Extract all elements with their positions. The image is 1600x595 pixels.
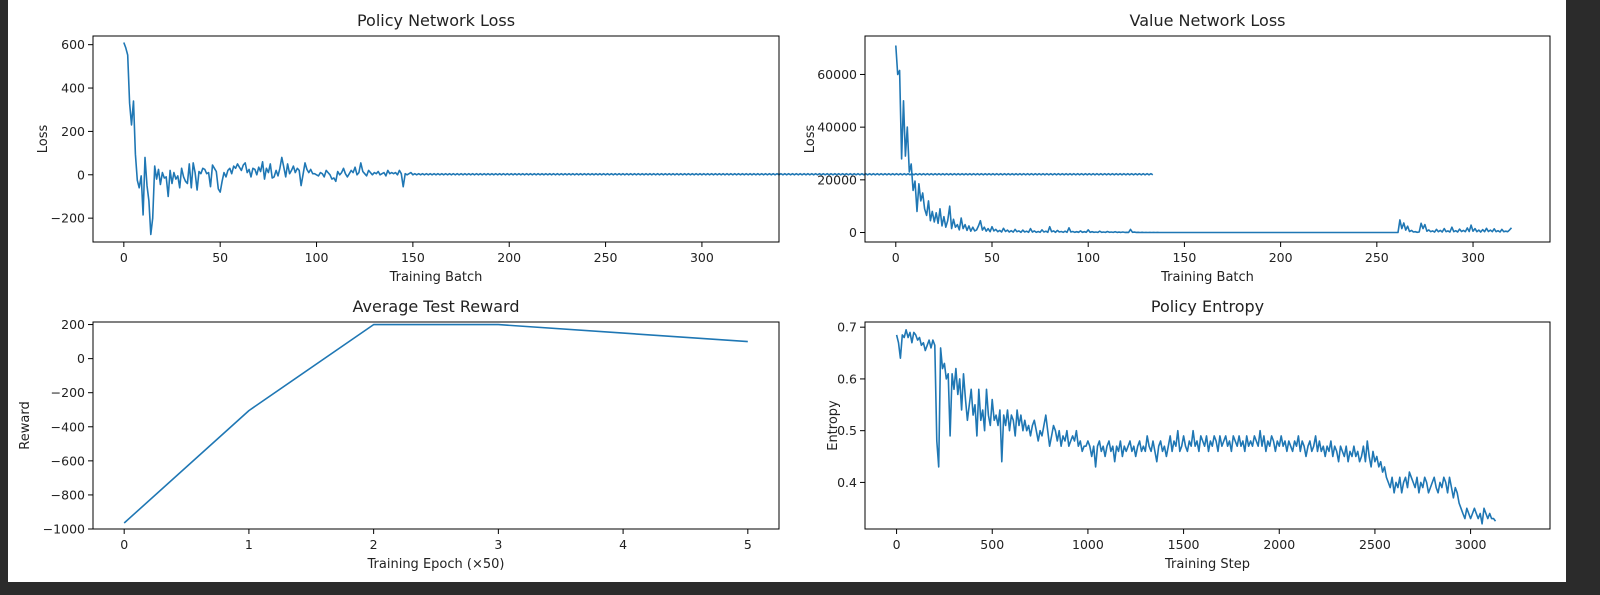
policy-entropy-xlabel: Training Step [1164,557,1250,572]
test-reward-series-line-0 [123,323,748,524]
value-loss-ytick-label: 60000 [817,67,857,82]
policy-loss-ytick-label: 200 [61,124,85,139]
test-reward-chart: 0 1 2 3 4 5 200 0 −200 −400 −600 −800 −1000 Average T… [18,297,780,572]
policy-entropy-ylabel: Entropy [826,400,841,451]
value-loss-series-line-0 [895,45,1513,234]
test-reward-ytick-label: 0 [77,351,85,366]
test-reward-ytick-label: −1000 [43,522,85,537]
value-loss-xtick-label: 150 [1172,250,1196,265]
value-loss-title: Value Network Loss [1129,11,1285,30]
value-loss-ytick-label: 20000 [817,172,857,187]
value-loss-xtick-label: 300 [1461,250,1485,265]
value-loss-plot-frame [864,35,1551,243]
test-reward-title: Average Test Reward [353,297,520,316]
policy-loss-ytick-label: 400 [61,81,85,96]
policy-loss-xtick-label: 50 [212,250,228,265]
policy-loss-xtick-label: 0 [120,250,128,265]
policy-entropy-chart: 0 500 1000 1500 2000 2500 3000 0.7 0.6 0.5 0.4 Poli… [826,297,1551,572]
value-loss-ytick-label: 0 [849,225,857,240]
value-loss-ylabel: Loss [803,125,818,154]
policy-entropy-ytick-label: 0.4 [837,475,857,490]
policy-loss-xtick-label: 300 [690,250,714,265]
test-reward-xtick-label: 2 [370,537,378,552]
policy-loss-xlabel: Training Batch [389,270,483,285]
policy-entropy-ytick-label: 0.5 [837,423,857,438]
test-reward-xtick-label: 1 [245,537,253,552]
test-reward-ytick-label: 200 [61,317,85,332]
policy-loss-plot-frame [92,35,780,243]
value-loss-xtick-label: 200 [1269,250,1293,265]
policy-loss-ytick-label: 600 [61,37,85,52]
test-reward-ytick-label: −800 [51,487,85,502]
policy-loss-xtick-label: 100 [305,250,329,265]
test-reward-ytick-label: −600 [51,453,85,468]
policy-loss-title: Policy Network Loss [357,11,515,30]
test-reward-ytick-label: −200 [51,385,85,400]
policy-entropy-xtick-label: 2000 [1263,537,1295,552]
value-loss-xtick-label: 0 [892,250,900,265]
test-reward-plot-frame [92,321,780,530]
policy-loss-ytick-label: 0 [77,167,85,182]
test-reward-ytick-label: −400 [51,419,85,434]
value-loss-xtick-label: 100 [1076,250,1100,265]
value-loss-ytick-label: 40000 [817,120,857,135]
policy-loss-xtick-label: 150 [401,250,425,265]
policy-entropy-xtick-label: 1000 [1072,537,1104,552]
policy-entropy-series-line-0 [895,328,1497,525]
value-loss-xtick-label: 50 [984,250,1000,265]
test-reward-xtick-label: 3 [494,537,502,552]
value-loss-xtick-label: 250 [1365,250,1389,265]
test-reward-xtick-label: 4 [619,537,627,552]
test-reward-xtick-label: 0 [120,537,128,552]
policy-entropy-xtick-label: 500 [980,537,1004,552]
figure-panel: 0 50 100 150 200 250 300 600 400 200 0 −200 Policy N… [8,0,1566,582]
value-loss-xlabel: Training Batch [1160,270,1254,285]
policy-entropy-ytick-label: 0.6 [837,371,857,386]
value-loss-chart: 0 50 100 150 200 250 300 60000 40000 20000 0 Value … [803,11,1551,285]
test-reward-xtick-label: 5 [744,537,752,552]
policy-entropy-xtick-label: 3000 [1455,537,1487,552]
policy-entropy-xtick-label: 2500 [1359,537,1391,552]
policy-entropy-title: Policy Entropy [1151,297,1264,316]
policy-loss-series-line-0 [123,42,1154,236]
test-reward-xlabel: Training Epoch (×50) [367,557,505,572]
policy-entropy-ytick-label: 0.7 [837,320,857,335]
policy-loss-ylabel: Loss [36,125,51,154]
policy-loss-chart: 0 50 100 150 200 250 300 600 400 200 0 −200 Policy N… [36,11,1154,285]
test-reward-ylabel: Reward [18,401,33,449]
policy-loss-ytick-label: −200 [51,211,85,226]
policy-loss-xtick-label: 250 [594,250,618,265]
policy-loss-xtick-label: 200 [497,250,521,265]
policy-entropy-plot-frame [864,321,1551,530]
policy-entropy-xtick-label: 0 [893,537,901,552]
policy-entropy-xtick-label: 1500 [1168,537,1200,552]
